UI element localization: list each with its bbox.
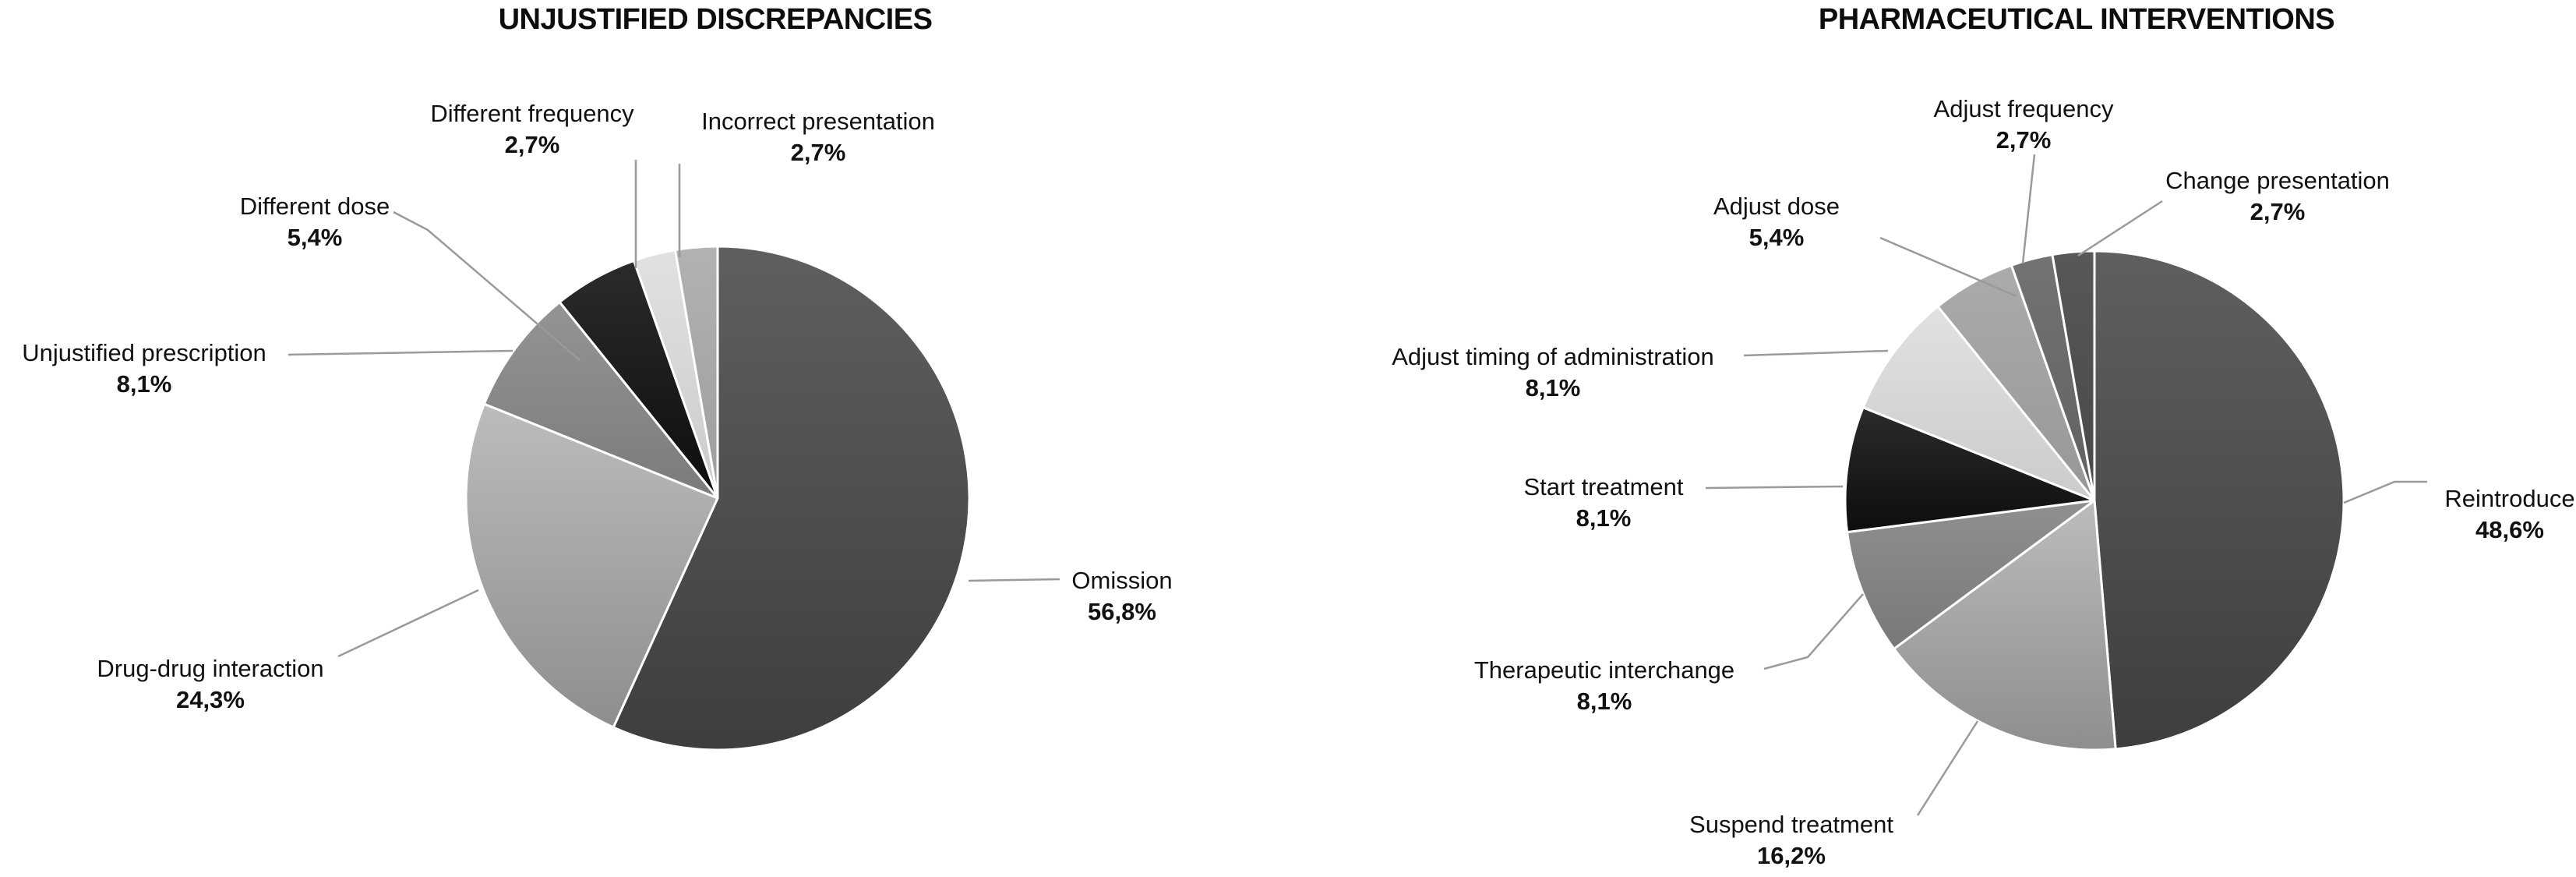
pie-svg: [288, 160, 1060, 751]
slice-label-text: Adjust dose: [1713, 193, 1840, 220]
leader-line: [288, 349, 513, 356]
chart-title: PHARMACEUTICAL INTERVENTIONS: [1818, 3, 2335, 36]
slice-label-different-frequency: Different frequency 2,7%: [430, 98, 633, 161]
pie-slice-incorrect-presentation: [673, 245, 719, 500]
pie-canvas: [1288, 0, 2576, 877]
slice-percent-text: 56,8%: [1088, 598, 1156, 625]
slice-percent-text: 2,7%: [2250, 198, 2306, 225]
pie-slice-unjustified-prescription: [482, 301, 719, 500]
slice-label-incorrect-presentation: Incorrect presentation 2,7%: [701, 106, 935, 168]
pie-slice-reintroduce: [2093, 249, 2345, 751]
slice-label-adjust-timing-of-administration: Adjust timing of administration 8,1%: [1392, 341, 1714, 404]
pie-chart-unjustified-discrepancies: UNJUSTIFIED DISCREPANCIES Omission 56,8% D…: [22, 3, 1173, 751]
slice-percent-text: 24,3%: [176, 686, 245, 713]
slice-label-text: Unjustified prescription: [22, 339, 266, 366]
slice-label-different-dose: Different dose 5,4%: [240, 191, 390, 253]
slice-label-text: Different frequency: [430, 100, 634, 127]
slice-percent-text: 48,6%: [2475, 516, 2544, 543]
slice-label-text: Incorrect presentation: [701, 108, 935, 135]
slice-percent-text: 8,1%: [116, 370, 172, 398]
slice-percent-text: 2,7%: [1996, 126, 2052, 154]
slice-percent-text: 8,1%: [1576, 504, 1632, 532]
slice-label-text: Start treatment: [1523, 473, 1684, 500]
pie-slice-therapeutic-interchange: [1846, 499, 2096, 650]
slice-percent-text: 5,4%: [287, 224, 343, 251]
slice-label-text: Therapeutic interchange: [1473, 656, 1735, 684]
slice-label-text: Suspend treatment: [1689, 811, 1893, 838]
slice-label-text: Change presentation: [2165, 167, 2390, 194]
slice-label-text: Drug-drug interaction: [97, 655, 324, 682]
slice-label-omission: Omission 56,8%: [1071, 565, 1172, 628]
leader-line: [1879, 236, 2017, 298]
slice-percent-text: 8,1%: [1525, 374, 1581, 401]
slice-label-change-presentation: Change presentation 2,7%: [2165, 165, 2390, 228]
leader-line: [393, 210, 580, 361]
slice-label-adjust-dose: Adjust dose 5,4%: [1713, 191, 1840, 253]
pie-canvas: [288, 160, 1060, 751]
pie-slice-start-treatment: [1844, 406, 2096, 534]
pie-slice-adjust-timing-of-administration: [1861, 305, 2096, 502]
slice-label-suspend-treatment: Suspend treatment 16,2%: [1689, 809, 1893, 872]
pie-slice-suspend-treatment: [1893, 499, 2117, 751]
pie-svg: [1705, 154, 2427, 816]
slice-percent-text: 2,7%: [504, 131, 560, 158]
pie-slice-omission: [612, 245, 971, 751]
leader-line: [337, 589, 479, 658]
slice-percent-text: 5,4%: [1749, 224, 1805, 251]
leader-line: [1743, 349, 1889, 357]
pie-chart-pharmaceutical-interventions: PHARMACEUTICAL INTERVENTIONS Reintroduce…: [1288, 0, 2576, 877]
leader-line: [2077, 200, 2163, 257]
slice-label-reintroduce: Reintroduce 48,6%: [2444, 483, 2574, 546]
slice-label-therapeutic-interchange: Therapeutic interchange 8,1%: [1474, 655, 1734, 717]
chart-title: UNJUSTIFIED DISCREPANCIES: [498, 3, 933, 36]
slice-label-text: Omission: [1071, 567, 1173, 594]
slice-label-start-treatment: Start treatment 8,1%: [1523, 472, 1683, 534]
slice-percent-text: 8,1%: [1576, 688, 1632, 715]
slice-percent-text: 16,2%: [1757, 842, 1826, 869]
leader-line: [968, 578, 1060, 582]
leader-line: [1705, 485, 1844, 490]
pie-slice-drug-drug-interaction: [464, 402, 719, 729]
leader-line: [2343, 480, 2427, 504]
leader-line: [2021, 154, 2036, 264]
slice-label-adjust-frequency: Adjust frequency 2,7%: [1934, 94, 2114, 156]
leader-line: [1916, 720, 1979, 816]
slice-label-text: Different dose: [239, 193, 390, 220]
leader-line: [1763, 593, 1864, 670]
slice-percent-text: 2,7%: [790, 139, 846, 166]
pie-slice-change-presentation: [2051, 249, 2096, 502]
slice-label-drug-drug-interaction: Drug-drug interaction 24,3%: [97, 653, 323, 716]
slice-label-text: Adjust timing of administration: [1392, 343, 1714, 370]
slice-label-text: Adjust frequency: [1933, 95, 2114, 122]
slice-label-text: Reintroduce: [2444, 485, 2575, 512]
slice-label-unjustified-prescription: Unjustified prescription 8,1%: [22, 338, 266, 400]
